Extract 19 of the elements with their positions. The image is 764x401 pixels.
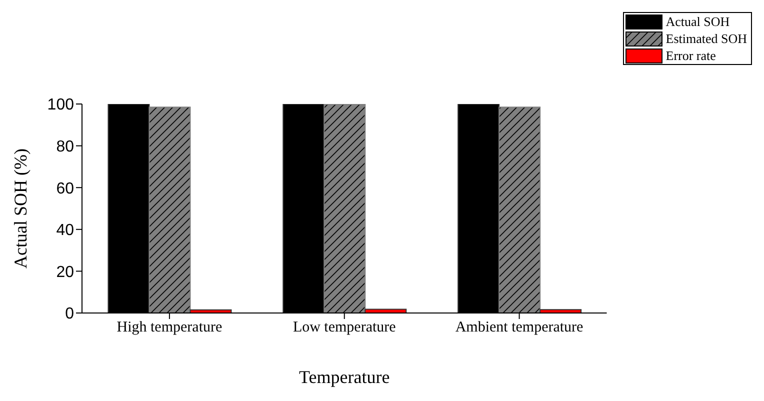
y-tick-label: 40 [56, 222, 74, 240]
bar [498, 106, 541, 313]
y-axis-title: Actual SOH (%) [10, 148, 30, 268]
y-tick-label: 100 [47, 96, 74, 114]
bar [540, 309, 582, 313]
y-tick-label: 0 [65, 306, 74, 323]
bar [364, 308, 407, 313]
x-tick-label: High temperature [116, 320, 222, 336]
y-tick-label: 80 [56, 138, 74, 156]
x-tick-label: Ambient temperature [455, 320, 584, 336]
y-tick-label: 20 [56, 264, 74, 281]
y-tick-label: 60 [56, 180, 74, 198]
legend-label: Estimated SOH [666, 30, 747, 46]
x-tick-label: Low temperature [292, 320, 396, 336]
bar [324, 104, 366, 313]
x-axis-title: Temperature [299, 367, 390, 387]
legend-label: Actual SOH [666, 14, 730, 30]
legend-label: Error rate [666, 48, 716, 64]
bar [148, 106, 191, 313]
